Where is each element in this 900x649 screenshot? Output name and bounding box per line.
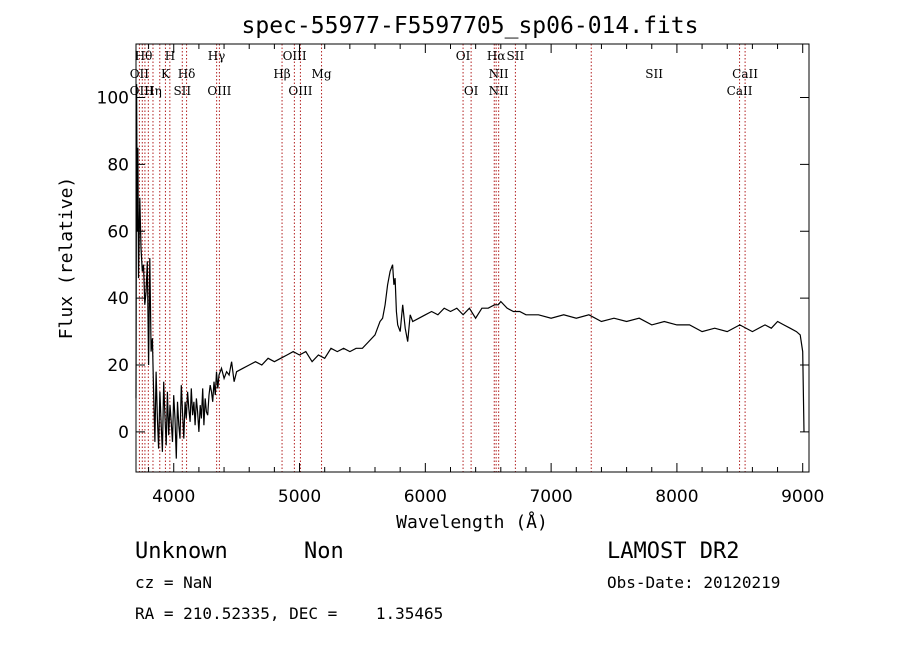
line-label: NII [489,67,509,81]
chart-title: spec-55977-F5597705_sp06-014.fits [242,13,699,39]
line-label: Mg [312,67,332,81]
line-label: OIII [288,84,312,98]
plot-frame [135,43,810,473]
object-subclass: Non [304,539,344,564]
y-tick-label: 40 [107,289,129,309]
line-label: SII [173,84,191,98]
line-label: Hβ [273,67,290,81]
y-axis-ticks: 0 20 40 60 80 100 [97,89,809,443]
line-label: SII [645,67,663,81]
line-label: Hα [487,49,506,63]
line-label: Hδ [178,67,196,81]
x-tick-label: 9000 [781,487,824,507]
y-tick-label: 20 [107,356,129,376]
x-tick-label: 6000 [404,487,447,507]
survey-name: LAMOST DR2 [607,539,740,564]
spectrum-line [135,84,805,459]
line-label: K [161,67,171,81]
line-label: OII [130,67,150,81]
line-label: Hη [144,84,162,98]
y-tick-label: 100 [97,89,129,109]
emission-line-markers [138,44,746,472]
line-label: Hθ [135,49,153,63]
line-label: OIII [283,49,307,63]
y-tick-label: 60 [107,222,129,242]
x-tick-label: 7000 [529,487,572,507]
obs-date-text: Obs-Date: 20120219 [607,573,781,592]
line-label: OI [464,84,479,98]
line-label: SII [507,49,525,63]
line-label: CaII [727,84,753,98]
y-tick-label: 80 [107,155,129,175]
line-label: OIII [207,84,231,98]
redshift-text: cz = NaN [135,573,213,592]
x-tick-label: 5000 [278,487,321,507]
x-tick-label: 8000 [655,487,698,507]
line-label: H [165,49,175,63]
line-label: NII [489,84,509,98]
coordinates-text: RA = 210.52335, DEC = 1.35465 [135,604,444,623]
line-label: OI [456,49,471,63]
line-label: CaII [732,67,758,81]
x-axis-label: Wavelength (Å) [396,511,548,533]
x-tick-label: 4000 [152,487,195,507]
y-axis-label: Flux (relative) [56,177,77,340]
y-tick-label: 0 [118,423,129,443]
line-label: Hγ [208,49,226,63]
object-class: Unknown [135,539,228,564]
x-axis-ticks: 4000 5000 6000 7000 8000 9000 [148,44,824,507]
